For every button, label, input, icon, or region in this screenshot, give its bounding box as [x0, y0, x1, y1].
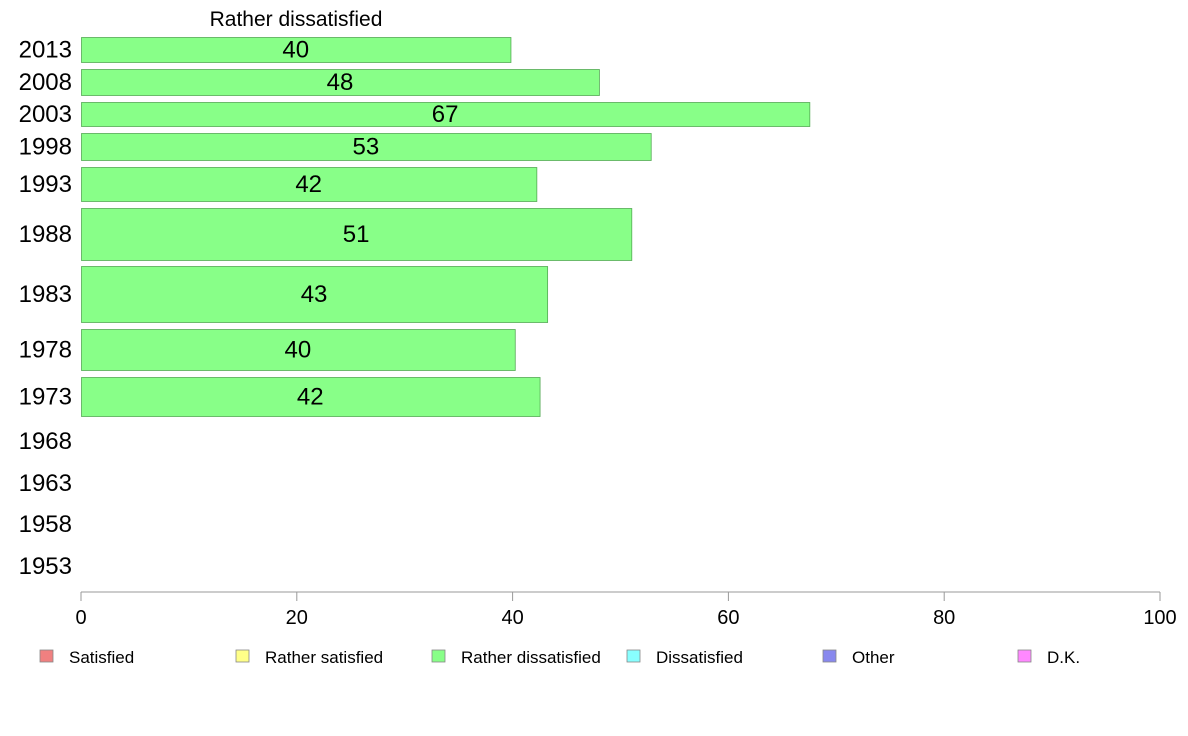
year-label: 1963 — [19, 470, 72, 497]
bar-value-label: 43 — [301, 281, 328, 308]
bar — [81, 133, 652, 161]
legend-label: Dissatisfied — [656, 648, 743, 667]
year-label: 1968 — [19, 428, 72, 455]
year-label: 1998 — [19, 134, 72, 161]
x-tick-label: 0 — [75, 607, 86, 629]
bars: 40 48 67 53 42 51 43 40 42 — [81, 37, 811, 417]
legend-swatch — [1017, 649, 1032, 663]
legend-label: Other — [852, 648, 895, 667]
bar — [81, 167, 538, 202]
chart-title: Rather dissatisfied — [210, 8, 383, 31]
year-label: 1958 — [19, 511, 72, 538]
year-label: 1983 — [19, 281, 72, 308]
x-tick-label: 20 — [286, 607, 308, 629]
bar-value-label: 48 — [327, 69, 354, 96]
legend-swatch — [39, 649, 54, 663]
year-label: 2013 — [19, 37, 72, 64]
bar-value-label: 40 — [285, 337, 312, 364]
bar — [81, 37, 512, 63]
bar — [81, 329, 516, 371]
bar — [81, 69, 600, 96]
x-tick-label: 80 — [933, 607, 955, 629]
legend: Satisfied Rather satisfied Rather dissatis… — [39, 648, 1080, 667]
bar — [81, 266, 549, 323]
legend-label: Rather dissatisfied — [461, 648, 601, 667]
x-tick-label: 60 — [717, 607, 739, 629]
bar — [81, 102, 811, 127]
legend-swatch — [822, 649, 837, 663]
legend-label: D.K. — [1047, 648, 1080, 667]
year-labels: 2013 2008 2003 1998 1993 1988 1983 1978 1973 1968… — [19, 37, 72, 581]
legend-swatch — [626, 649, 641, 663]
year-label: 1978 — [19, 337, 72, 364]
bar-value-label: 42 — [297, 384, 324, 411]
legend-swatch — [235, 649, 250, 663]
year-label: 1988 — [19, 221, 72, 248]
year-label: 2003 — [19, 101, 72, 128]
x-tick-label: 40 — [501, 607, 523, 629]
legend-label: Satisfied — [69, 648, 134, 667]
x-tick-label: 100 — [1143, 607, 1176, 629]
year-label: 2008 — [19, 69, 72, 96]
bar-value-label: 51 — [343, 221, 370, 248]
bar-value-label: 42 — [295, 171, 322, 198]
year-label: 1993 — [19, 171, 72, 198]
legend-swatch — [431, 649, 446, 663]
bar-value-label: 53 — [353, 134, 380, 161]
bar — [81, 377, 541, 417]
bar-value-label: 67 — [432, 101, 459, 128]
x-axis: 0 20 40 60 80 100 — [75, 591, 1177, 629]
bar — [81, 208, 633, 261]
year-label: 1973 — [19, 384, 72, 411]
bar-value-label: 40 — [282, 37, 309, 64]
year-label: 1953 — [19, 553, 72, 580]
legend-label: Rather satisfied — [265, 648, 383, 667]
